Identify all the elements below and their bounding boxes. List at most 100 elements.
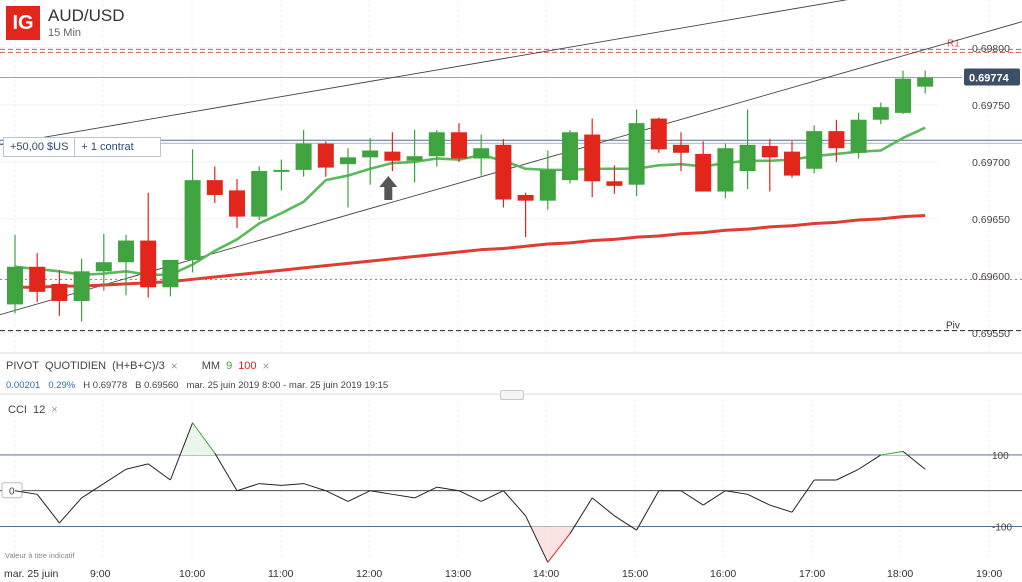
cci-line-segment [347, 490, 371, 502]
panel-resize-handle[interactable] [500, 390, 524, 400]
x-tick-label: 10:00 [179, 568, 205, 580]
timeframe-label[interactable]: 15 Min [48, 27, 82, 39]
cci-line-segment [325, 490, 349, 502]
cci-line-segment [125, 463, 149, 470]
candle [917, 70, 934, 94]
cci-oversold-fill [547, 526, 570, 563]
y-tick-label: 0.69650 [972, 214, 1010, 226]
cci-line-segment [702, 490, 726, 506]
cci-header: CCI 12 × [8, 404, 58, 416]
cci-line-segment [169, 422, 194, 481]
candle [340, 148, 356, 208]
candle-body [273, 169, 290, 172]
position-contract: + 1 contrat [81, 141, 134, 153]
candle [828, 119, 845, 162]
cci-line-segment [614, 515, 637, 531]
x-tick-label: 17:00 [799, 568, 825, 580]
cci-line-segment [836, 468, 859, 481]
cci-line-segment [370, 490, 393, 495]
candle [761, 139, 778, 192]
y-tick-label: 0.69700 [972, 157, 1010, 169]
pivot-formula: (H+B+C)/3 [112, 360, 165, 372]
x-tick-label: 19:00 [976, 568, 1002, 580]
stat-change-pct: 0.29% [48, 380, 76, 391]
candle [73, 258, 90, 322]
stat-high: H 0.69778 [83, 380, 128, 391]
current-price-label: 0.69774 [969, 73, 1010, 85]
candle [473, 134, 490, 176]
candle-body [606, 181, 623, 186]
candle-body [850, 119, 867, 153]
candle [895, 70, 911, 115]
candle-body [162, 259, 179, 288]
candle-body [73, 271, 90, 301]
candle-body [95, 262, 112, 272]
cci-line-segment [103, 468, 127, 484]
x-tick-label: mar. 25 juin [4, 568, 58, 580]
candle-body [562, 132, 578, 181]
pivot-label[interactable]: PIVOT [6, 360, 40, 372]
disclaimer-text: Valeur à titre indicatif [5, 551, 75, 560]
cci-line-segment [636, 490, 660, 531]
cci-line-segment [214, 452, 238, 491]
cci-line-segment [281, 483, 304, 486]
candle-body [206, 180, 223, 195]
candle [51, 270, 68, 316]
candle-body [539, 169, 556, 201]
trendline [0, 0, 848, 146]
candle-body [628, 123, 645, 185]
candle-body [806, 131, 823, 169]
candle [517, 192, 534, 238]
cci-line-segment [36, 494, 60, 524]
candle-body [495, 144, 512, 200]
remove-pivot-icon[interactable]: × [170, 359, 178, 373]
candle [384, 132, 401, 172]
cci-level-label: 100 [992, 451, 1009, 462]
candle [695, 141, 712, 192]
candle-body [428, 132, 445, 157]
remove-cci-icon[interactable]: × [51, 404, 58, 416]
candle [229, 179, 245, 229]
cci-zero-label: 0 [9, 487, 15, 498]
x-tick-label: 11:00 [268, 568, 294, 580]
cci-line-segment [147, 463, 171, 481]
cci-zero-tag [1, 482, 23, 499]
candle [539, 150, 556, 210]
candle [317, 141, 334, 177]
candle-body [650, 118, 667, 150]
candle [717, 143, 734, 199]
candle [206, 166, 223, 203]
entry-arrow-icon [379, 176, 398, 201]
cci-line-segment [14, 490, 38, 495]
current-price-tag [964, 68, 1020, 86]
piv-label: Piv [946, 321, 960, 332]
cci-line-segment [414, 486, 438, 499]
cci-line-segment [392, 493, 415, 499]
candle-body [229, 190, 245, 217]
candle-body [51, 283, 68, 301]
candle [739, 109, 756, 190]
x-tick-label: 15:00 [622, 568, 648, 580]
candle-body [184, 180, 201, 260]
cci-line-segment [436, 486, 460, 492]
candle-body [695, 153, 712, 192]
remove-ma-icon[interactable]: × [262, 359, 270, 373]
cci-label[interactable]: CCI [8, 404, 27, 416]
position-divider [74, 138, 76, 156]
x-tick-label: 18:00 [887, 568, 913, 580]
cci-line-segment [458, 490, 482, 502]
x-tick-label: 12:00 [356, 568, 382, 580]
x-tick-label: 9:00 [90, 568, 111, 580]
cci-line-segment [747, 493, 771, 506]
x-tick-label: 14:00 [533, 568, 559, 580]
position-tag[interactable]: +50,00 $US + 1 contrat [3, 137, 161, 157]
candle [295, 129, 312, 177]
candle-body [451, 132, 467, 159]
cci-line-segment [236, 483, 260, 492]
ma-slow-period: 100 [238, 360, 257, 372]
pivot-period[interactable]: QUOTIDIEN [45, 360, 107, 372]
candle-body [473, 148, 490, 159]
position-amount: +50,00 $US [10, 141, 69, 153]
ma-label[interactable]: MM [201, 360, 221, 372]
